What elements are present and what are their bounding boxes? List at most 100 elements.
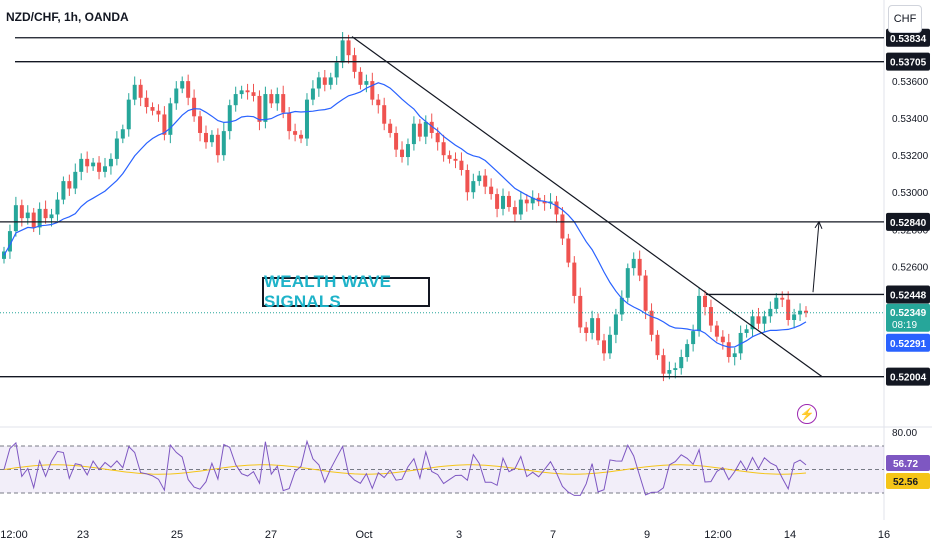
candle [732,353,737,358]
candle [85,158,90,167]
candle [637,258,642,276]
currency-button[interactable]: CHF [888,5,922,33]
candle [209,134,214,143]
candle [304,99,309,139]
moving-average-line [3,82,807,348]
candle [340,40,345,63]
price-level-label: 0.52840 [890,218,927,229]
candle [257,95,262,122]
candle [691,331,696,345]
candle [518,199,523,215]
candle [602,340,607,354]
price-level-label: 0.53705 [890,58,927,69]
candle [97,162,102,172]
candle [714,325,719,337]
candle [281,94,286,113]
candle [132,84,137,100]
price-level-label: 0.52004 [890,373,927,384]
time-tick-label: 12:00 [704,529,732,541]
candle [245,90,250,93]
candle [506,195,511,208]
candle [275,94,280,104]
projection-arrow [812,221,820,293]
candle [459,160,464,170]
candle [287,112,292,132]
candle [120,129,125,139]
candle [203,132,208,143]
brand-label: WEALTH WAVE SIGNALS [262,272,430,311]
candle [542,201,547,204]
candle [417,123,422,137]
candle [447,155,452,159]
time-tick-label: 7 [550,529,556,541]
price-level-badge [886,52,930,71]
candle [530,197,535,204]
candle [269,94,274,104]
candle [590,318,595,333]
candle [55,199,60,215]
candle [554,201,559,215]
candle [536,197,541,202]
candle [572,262,577,296]
price-tick-label: 0.52600 [892,262,929,273]
candle [358,71,363,85]
candle [162,114,167,135]
candle [192,97,197,117]
candle [726,342,731,358]
candle [786,299,791,320]
rsi-value-label: 56.72 [893,459,918,470]
candle [667,370,672,374]
time-tick-label: 27 [265,529,277,541]
candle [310,88,315,100]
price-level-badge [886,212,930,231]
time-tick-label: 25 [171,529,183,541]
candle [495,194,500,209]
candle [631,258,636,269]
candle [322,77,327,85]
candle [150,107,155,111]
candle [471,181,476,193]
candle [756,316,761,324]
price-tick-label: 0.53600 [892,77,929,88]
candle [524,199,529,204]
candle [168,103,173,135]
candle [102,166,107,172]
price-tick-label: 0.53000 [892,188,929,199]
candle [138,84,143,98]
countdown-label: 08:19 [892,320,917,331]
candle [768,308,773,317]
candle [263,94,268,122]
candle [578,295,583,328]
candle [180,81,185,89]
candle [673,368,678,370]
candle [400,149,405,158]
lightning-icon[interactable]: ⚡ [797,404,817,424]
candle [501,195,506,209]
rsi-ma-badge [886,473,930,489]
price-level-badge [886,28,930,47]
candle [328,77,333,85]
price-tick-label: 0.53400 [892,114,929,125]
candle [239,90,244,95]
candle [299,134,304,139]
candle [174,88,179,104]
candle [7,231,12,252]
candle [334,62,339,78]
candle [643,275,648,311]
rsi-ma-label: 52.56 [893,477,918,488]
candle [221,131,226,156]
candle [251,92,256,96]
candle [750,316,755,330]
candle [720,336,725,343]
candle [483,175,488,187]
symbol-title[interactable]: NZD/CHF, 1h, OANDA [6,10,129,24]
candle [61,181,66,200]
candle [423,121,428,137]
candle [566,238,571,263]
candle [489,186,494,195]
candle [376,99,381,106]
candle [411,123,416,145]
time-tick-label: 12:00 [0,529,28,541]
price-level-label: 0.53834 [890,34,927,45]
